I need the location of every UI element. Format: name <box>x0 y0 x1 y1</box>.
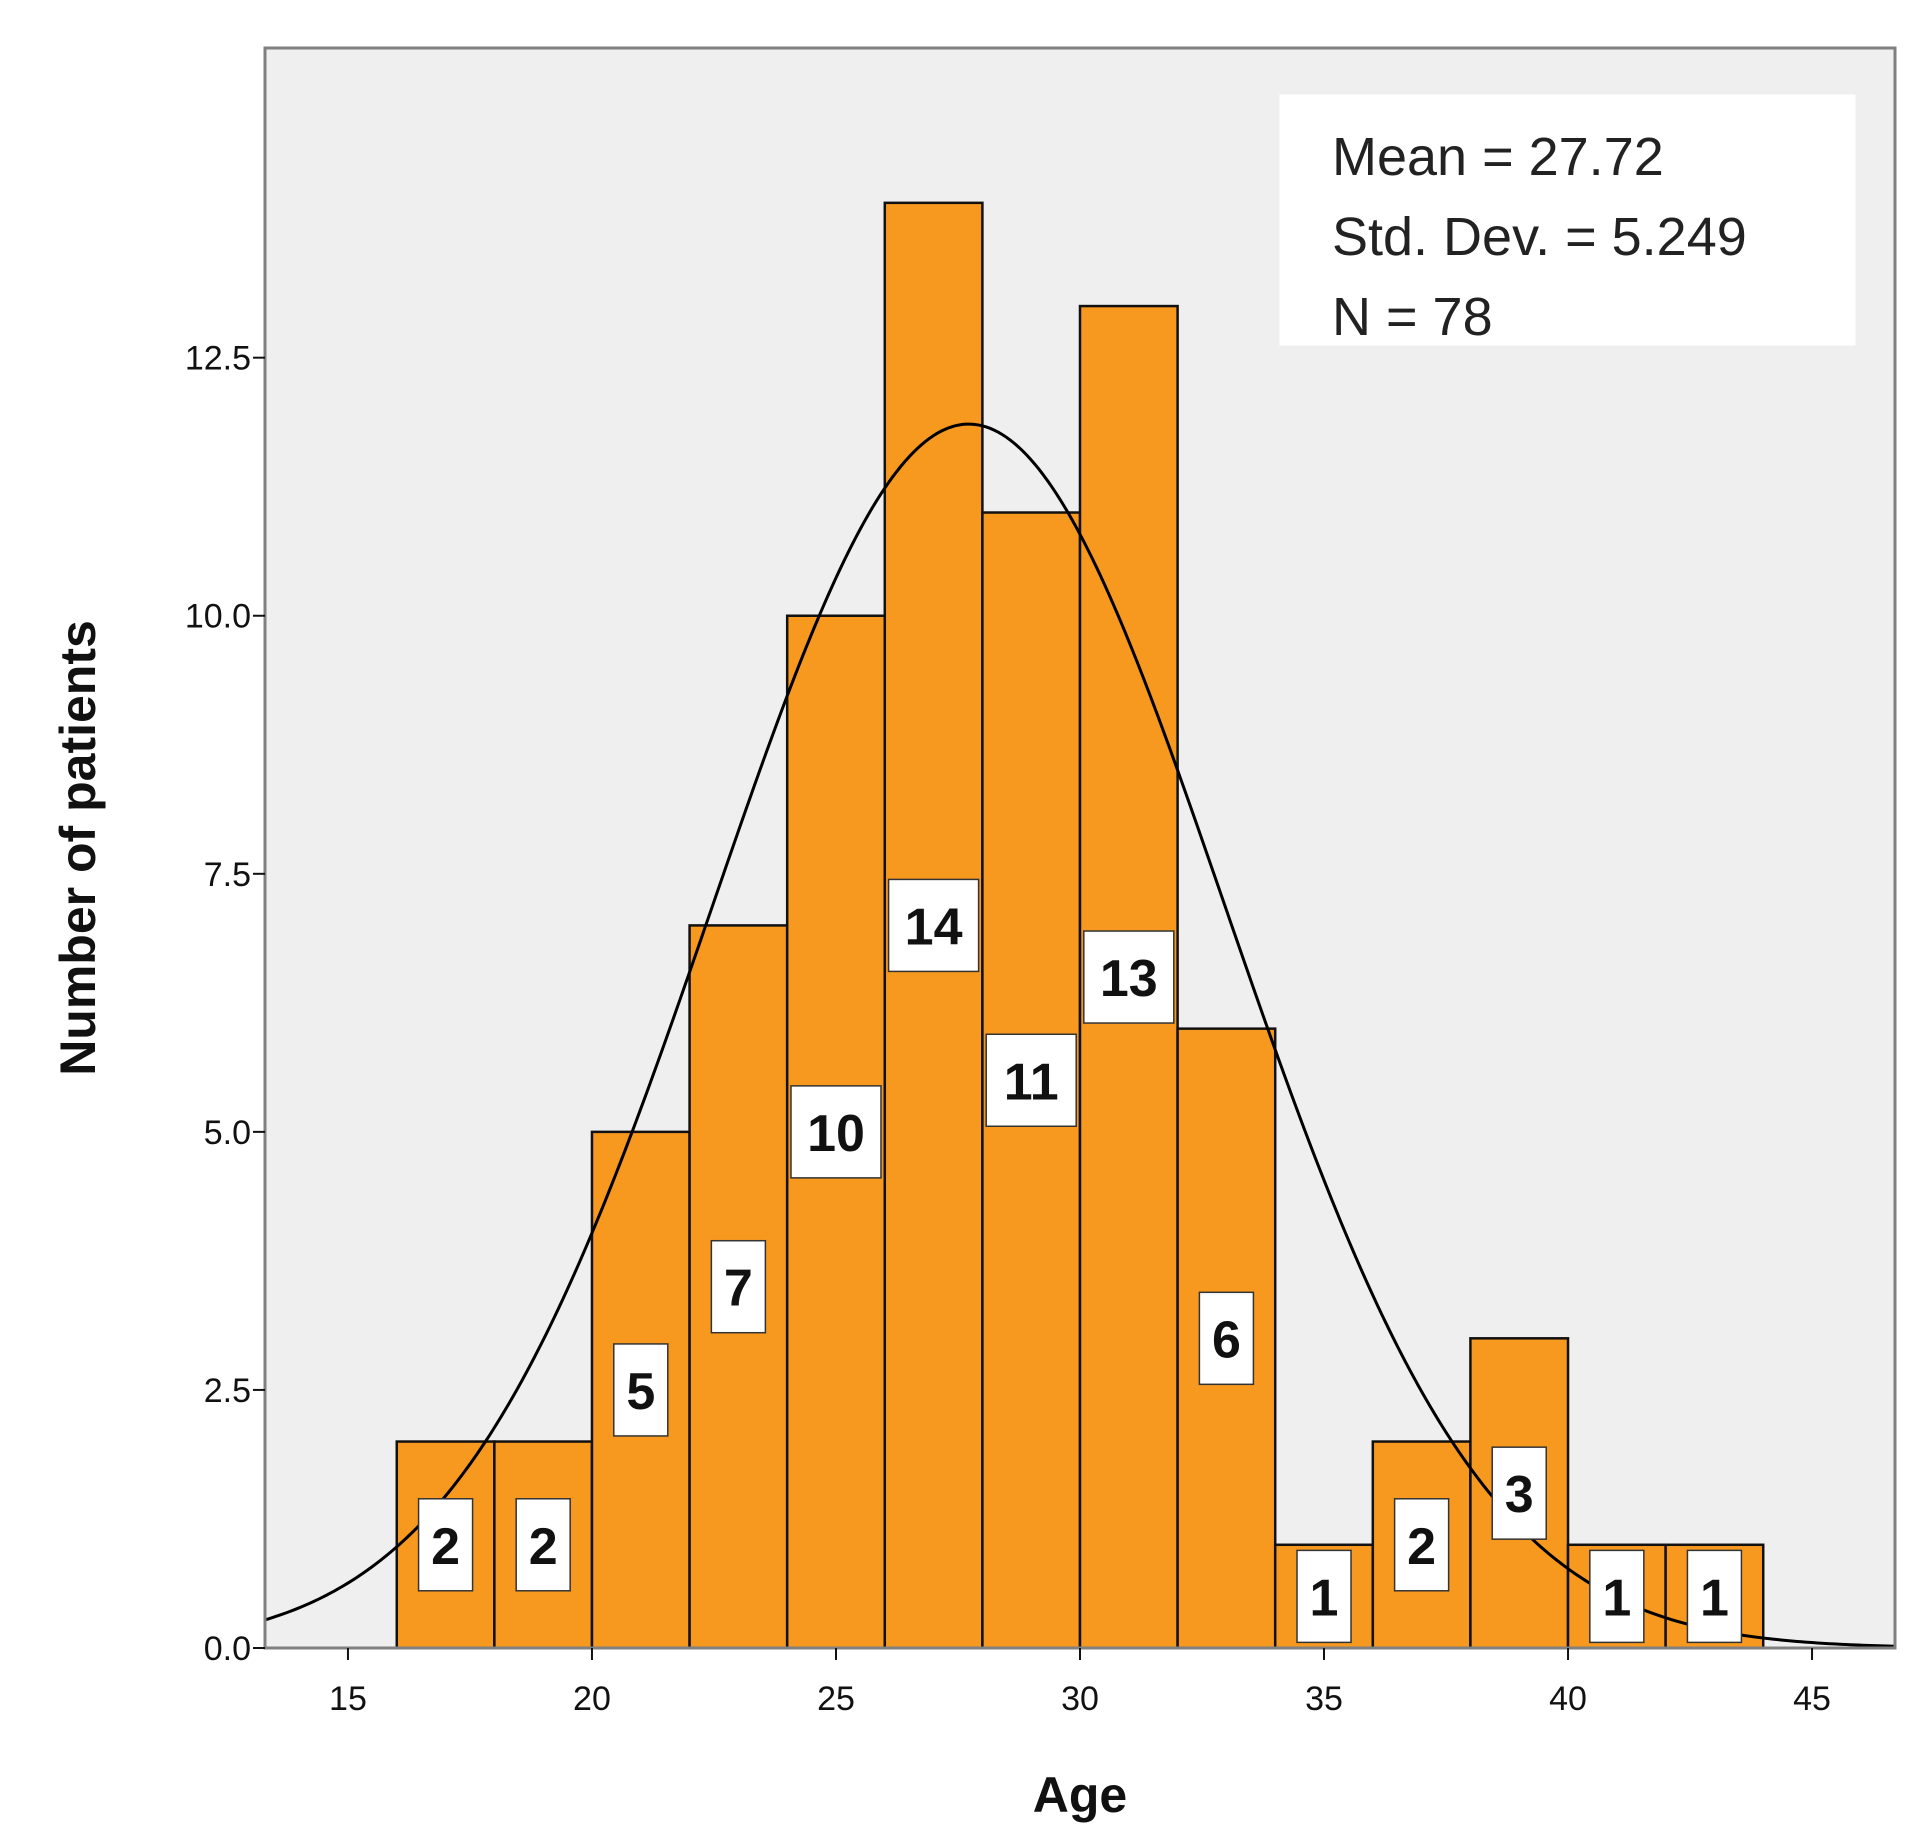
bar-value-label-text: 2 <box>529 1518 558 1576</box>
bar-value-label: 1 <box>1589 1549 1645 1644</box>
y-axis: 0.0 2.5 5.0 7.5 10.0 12.5 <box>185 340 265 1668</box>
y-tick-label: 7.5 <box>204 856 251 894</box>
bar-value-label-text: 14 <box>905 898 963 956</box>
bar-value-label-box <box>1296 1549 1352 1644</box>
x-tick-label: 40 <box>1549 1680 1587 1718</box>
y-tick-label: 12.5 <box>185 340 251 378</box>
bar-value-label-text: 1 <box>1700 1569 1729 1627</box>
bar-value-label: 13 <box>1083 930 1175 1024</box>
bar-value-label: 11 <box>985 1033 1077 1128</box>
bar-value-label-text: 3 <box>1505 1466 1534 1524</box>
y-tick-label: 5.0 <box>204 1114 251 1152</box>
bar-value-label-box <box>1491 1446 1547 1540</box>
bar-value-label-text: 5 <box>626 1363 655 1421</box>
bar-value-label-text: 2 <box>1407 1518 1436 1576</box>
bar-value-label: 3 <box>1491 1446 1547 1540</box>
bar-value-label-text: 6 <box>1212 1311 1241 1369</box>
bar-value-label-box <box>515 1498 571 1592</box>
x-tick-label: 15 <box>329 1680 367 1718</box>
stats-box-background <box>1279 94 1856 346</box>
bar-value-label-box <box>887 878 980 973</box>
y-tick-label: 10.0 <box>185 598 251 636</box>
bar-value-label-box <box>710 1239 767 1334</box>
bar-value-label-box <box>1393 1498 1450 1592</box>
stats-std-dev: Std. Dev. = 5.249 <box>1332 207 1747 267</box>
x-tick-label: 45 <box>1793 1680 1831 1718</box>
bar-value-label-box <box>1589 1549 1645 1644</box>
bar-value-label-text: 10 <box>807 1105 865 1163</box>
bar-value-label-text: 11 <box>1004 1053 1059 1111</box>
bar-value-label-text: 7 <box>724 1260 753 1318</box>
bar-value-label-box <box>417 1498 474 1592</box>
x-tick-label: 25 <box>817 1680 855 1718</box>
x-axis-title: Age <box>1033 1767 1127 1823</box>
bar-value-label-text: 2 <box>431 1518 460 1576</box>
y-tick-label: 2.5 <box>204 1372 251 1410</box>
bar-value-label: 2 <box>515 1498 571 1592</box>
x-tick-label: 20 <box>573 1680 611 1718</box>
bar-value-label: 14 <box>887 878 980 973</box>
x-axis: 15 20 25 30 35 40 45 <box>329 1648 1831 1718</box>
bar-value-label: 1 <box>1686 1549 1743 1644</box>
bar-value-label: 10 <box>790 1085 882 1179</box>
bar-value-label-box <box>1686 1549 1743 1644</box>
bar-value-label-box <box>613 1343 669 1437</box>
bar-value-label-text: 1 <box>1310 1569 1339 1627</box>
bar-value-label: 7 <box>710 1239 767 1334</box>
bar-value-label: 1 <box>1296 1549 1352 1644</box>
stats-box: Mean = 27.72 Std. Dev. = 5.249 N = 78 <box>1279 94 1856 347</box>
bar-value-label-box <box>985 1033 1077 1128</box>
bar-value-label-text: 1 <box>1602 1569 1631 1627</box>
y-axis-title: Number of patients <box>50 620 106 1076</box>
bar-value-label-box <box>1083 930 1175 1024</box>
stats-mean: Mean = 27.72 <box>1332 127 1664 187</box>
bar-value-label-box <box>790 1085 882 1179</box>
stats-n: N = 78 <box>1332 287 1493 347</box>
bar-value-label-text: 13 <box>1100 950 1158 1008</box>
bar-value-label: 6 <box>1198 1291 1255 1386</box>
x-tick-label: 30 <box>1061 1680 1099 1718</box>
x-tick-label: 35 <box>1305 1680 1343 1718</box>
bar-value-label-box <box>1198 1291 1255 1386</box>
bar-value-label: 2 <box>417 1498 474 1592</box>
bar-value-label: 5 <box>613 1343 669 1437</box>
bar-value-label: 2 <box>1393 1498 1450 1592</box>
y-tick-label: 0.0 <box>204 1630 251 1668</box>
